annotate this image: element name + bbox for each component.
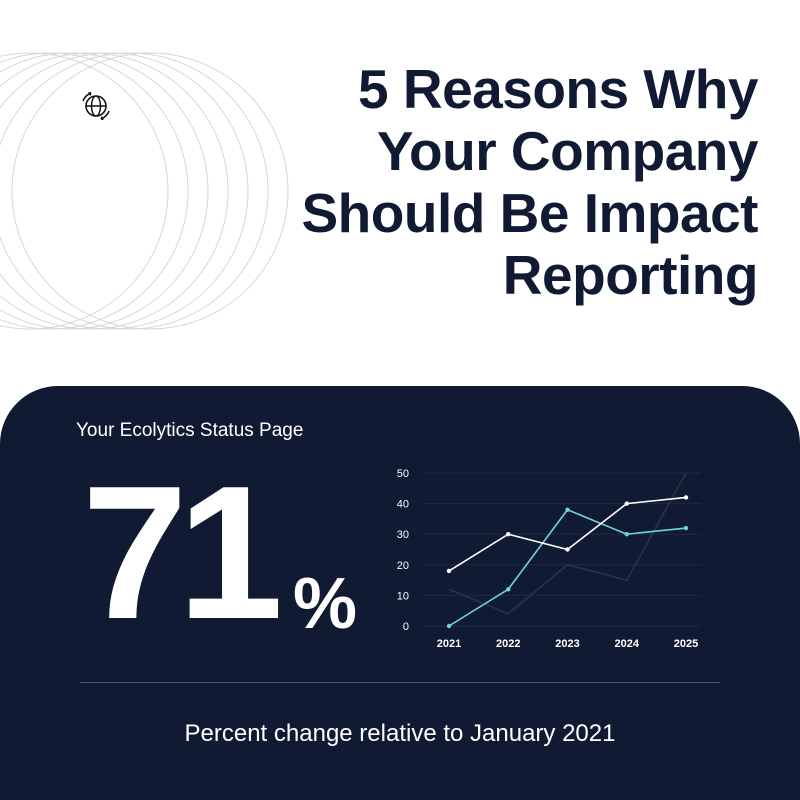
series-line	[448, 472, 687, 615]
percent-sign: %	[293, 564, 358, 644]
title-line: 5 Reasons Why	[357, 58, 759, 120]
ring	[0, 52, 189, 330]
globe-refresh-icon	[82, 91, 110, 121]
title-line: Your Company	[376, 120, 759, 182]
y-tick-label: 40	[397, 499, 409, 511]
data-point	[624, 532, 629, 537]
status-panel: Your Ecolytics Status Page 71 % 0 10 20 30 4…	[0, 386, 800, 800]
data-point	[565, 547, 570, 552]
title-line: Should Be Impact	[301, 182, 759, 244]
percent-value: 71	[82, 447, 283, 659]
y-tick-label: 10	[397, 590, 409, 602]
divider	[80, 682, 720, 683]
status-page-label: Your Ecolytics Status Page	[76, 420, 304, 441]
x-tick-label: 2024	[615, 638, 640, 650]
data-point	[565, 507, 570, 512]
y-tick-label: 30	[397, 529, 409, 541]
series-line	[448, 508, 687, 627]
x-tick-label: 2021	[437, 638, 461, 650]
ring	[0, 52, 269, 330]
ring	[0, 52, 229, 330]
page-title: 5 Reasons Why Your Company Should Be Imp…	[198, 58, 759, 306]
data-point	[506, 587, 511, 592]
ring	[0, 52, 249, 330]
ring	[0, 52, 209, 330]
data-point	[506, 532, 511, 537]
ring	[0, 52, 169, 330]
y-tick-label: 50	[397, 468, 409, 480]
chart-caption: Percent change relative to January 2021	[184, 720, 616, 747]
x-tick-label: 2025	[674, 638, 698, 650]
y-tick-label: 0	[403, 621, 409, 633]
x-tick-label: 2023	[555, 638, 579, 650]
data-point	[446, 623, 452, 629]
title-line: Reporting	[502, 244, 759, 306]
decorative-rings	[0, 52, 289, 330]
ring	[11, 52, 289, 330]
y-tick-label: 20	[397, 560, 409, 572]
data-point	[624, 501, 629, 506]
line-chart: 0 10 20 30 40 50 2021 2022 2023 2024 2025	[397, 468, 701, 650]
data-point	[446, 568, 452, 574]
data-point	[683, 495, 689, 500]
data-point	[683, 525, 689, 531]
x-tick-label: 2022	[496, 638, 520, 650]
